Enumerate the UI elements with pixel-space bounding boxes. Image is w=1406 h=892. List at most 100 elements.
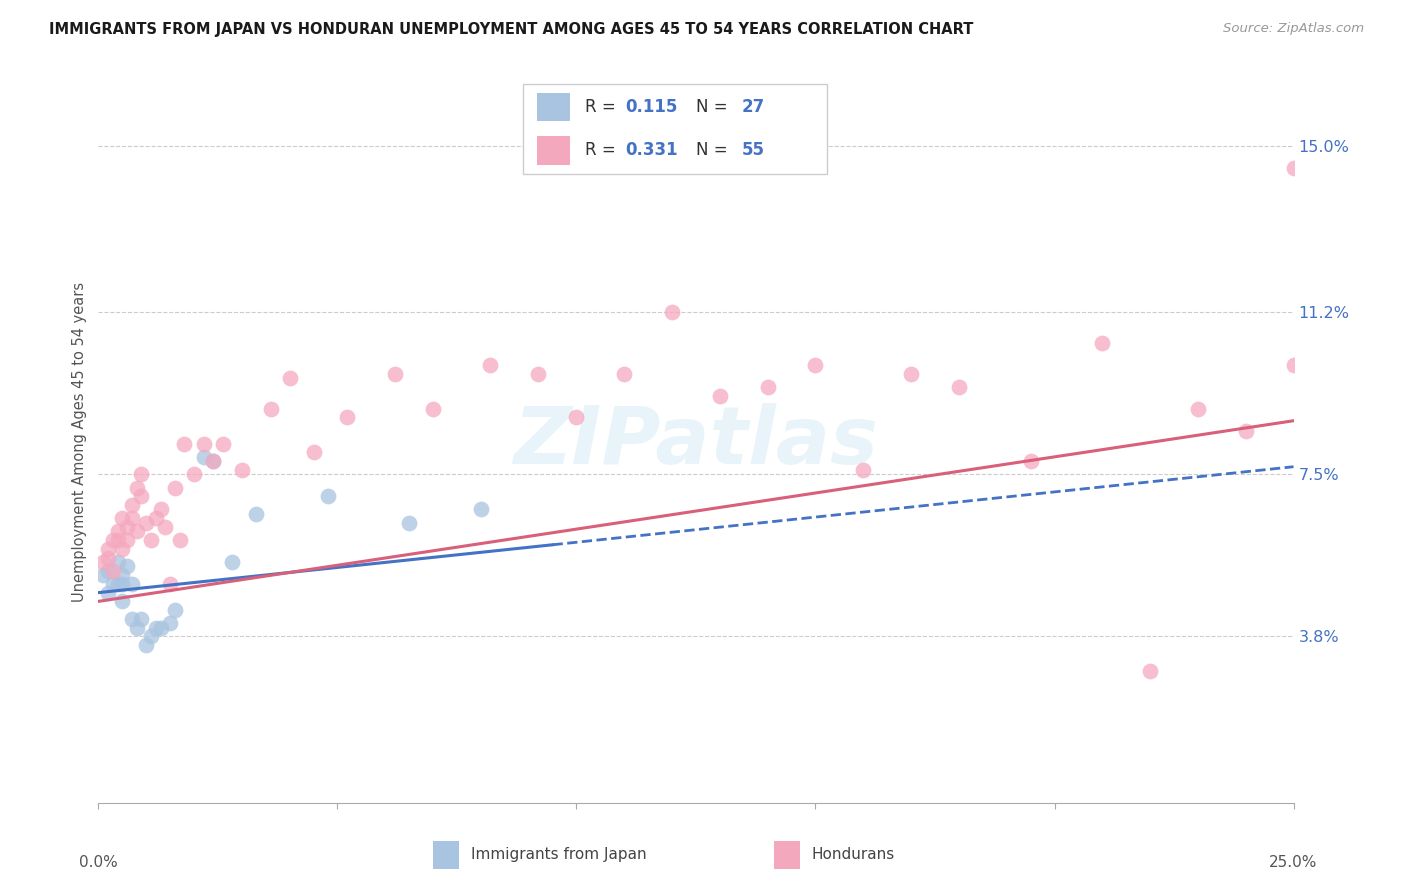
Text: R =: R = bbox=[585, 98, 621, 116]
Point bbox=[97, 585, 120, 599]
Point bbox=[121, 498, 143, 512]
Point bbox=[398, 516, 420, 530]
Point bbox=[1019, 454, 1042, 468]
Point bbox=[107, 524, 129, 539]
Point bbox=[149, 621, 172, 635]
Point bbox=[97, 550, 120, 565]
Point bbox=[107, 555, 129, 569]
Point bbox=[193, 450, 215, 464]
Point bbox=[221, 555, 243, 569]
Point bbox=[1187, 401, 1209, 416]
Point bbox=[115, 533, 138, 547]
Point bbox=[101, 577, 124, 591]
Point bbox=[111, 577, 134, 591]
Point bbox=[661, 305, 683, 319]
Point bbox=[169, 533, 191, 547]
Point bbox=[121, 612, 143, 626]
Point bbox=[259, 401, 281, 416]
Point bbox=[125, 481, 148, 495]
Point bbox=[115, 559, 138, 574]
FancyBboxPatch shape bbox=[433, 841, 460, 869]
Point bbox=[613, 367, 636, 381]
Text: 0.115: 0.115 bbox=[626, 98, 678, 116]
Text: R =: R = bbox=[585, 141, 621, 160]
FancyBboxPatch shape bbox=[537, 93, 571, 121]
Point bbox=[278, 371, 301, 385]
Text: Immigrants from Japan: Immigrants from Japan bbox=[471, 847, 647, 863]
Y-axis label: Unemployment Among Ages 45 to 54 years: Unemployment Among Ages 45 to 54 years bbox=[72, 282, 87, 601]
FancyBboxPatch shape bbox=[537, 136, 571, 165]
Point bbox=[125, 621, 148, 635]
Point bbox=[139, 629, 162, 643]
Point bbox=[1282, 161, 1305, 175]
Point bbox=[231, 463, 253, 477]
Point bbox=[948, 380, 970, 394]
Text: 0.0%: 0.0% bbox=[79, 855, 118, 871]
Point bbox=[111, 568, 134, 582]
Point bbox=[101, 533, 124, 547]
Point bbox=[121, 511, 143, 525]
Text: Source: ZipAtlas.com: Source: ZipAtlas.com bbox=[1223, 22, 1364, 36]
Text: 55: 55 bbox=[741, 141, 765, 160]
Text: N =: N = bbox=[696, 141, 733, 160]
Point bbox=[91, 568, 114, 582]
Text: ZIPatlas: ZIPatlas bbox=[513, 402, 879, 481]
Point bbox=[1234, 424, 1257, 438]
Point bbox=[852, 463, 875, 477]
Point bbox=[145, 511, 167, 525]
Point bbox=[115, 520, 138, 534]
Point bbox=[756, 380, 779, 394]
Point bbox=[125, 524, 148, 539]
Point bbox=[155, 520, 177, 534]
Text: 25.0%: 25.0% bbox=[1270, 855, 1317, 871]
Point bbox=[470, 502, 492, 516]
Point bbox=[97, 541, 120, 556]
Text: 0.331: 0.331 bbox=[626, 141, 678, 160]
Point bbox=[202, 454, 225, 468]
Point bbox=[139, 533, 162, 547]
Point bbox=[149, 502, 172, 516]
Point bbox=[900, 367, 922, 381]
Point bbox=[527, 367, 550, 381]
Point bbox=[131, 467, 153, 482]
FancyBboxPatch shape bbox=[773, 841, 800, 869]
Text: IMMIGRANTS FROM JAPAN VS HONDURAN UNEMPLOYMENT AMONG AGES 45 TO 54 YEARS CORRELA: IMMIGRANTS FROM JAPAN VS HONDURAN UNEMPL… bbox=[49, 22, 973, 37]
Point bbox=[173, 436, 195, 450]
Point bbox=[804, 358, 827, 372]
Point bbox=[111, 511, 134, 525]
Point bbox=[107, 577, 129, 591]
Point bbox=[107, 533, 129, 547]
Point bbox=[709, 388, 731, 402]
Point bbox=[1091, 336, 1114, 351]
Point bbox=[183, 467, 205, 482]
Point bbox=[193, 436, 215, 450]
Point bbox=[159, 577, 181, 591]
Point bbox=[211, 436, 233, 450]
Point bbox=[163, 603, 186, 617]
Text: 27: 27 bbox=[741, 98, 765, 116]
Point bbox=[336, 410, 359, 425]
Point bbox=[302, 445, 325, 459]
Point bbox=[202, 454, 225, 468]
Point bbox=[245, 507, 267, 521]
Point bbox=[121, 577, 143, 591]
Text: N =: N = bbox=[696, 98, 733, 116]
Point bbox=[97, 564, 120, 578]
Point bbox=[163, 481, 186, 495]
FancyBboxPatch shape bbox=[523, 84, 827, 174]
Point bbox=[135, 516, 157, 530]
Point bbox=[316, 489, 339, 503]
Point bbox=[1282, 358, 1305, 372]
Point bbox=[111, 594, 134, 608]
Point bbox=[135, 638, 157, 652]
Point bbox=[131, 489, 153, 503]
Point bbox=[131, 612, 153, 626]
Point bbox=[111, 541, 134, 556]
Point bbox=[91, 555, 114, 569]
Point bbox=[145, 621, 167, 635]
Point bbox=[479, 358, 502, 372]
Point bbox=[101, 564, 124, 578]
Text: Hondurans: Hondurans bbox=[811, 847, 896, 863]
Point bbox=[159, 616, 181, 631]
Point bbox=[384, 367, 406, 381]
